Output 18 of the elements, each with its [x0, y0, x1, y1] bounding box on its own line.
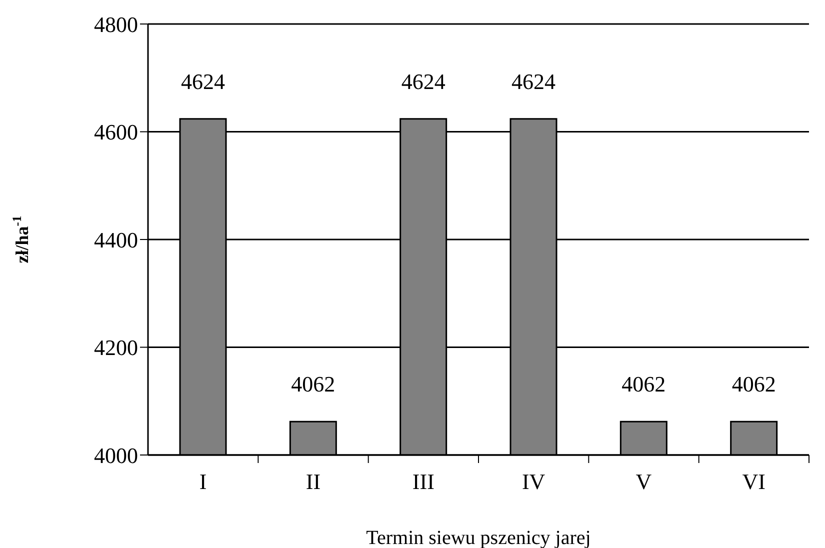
x-axis-title: Termin siewu pszenicy jarej — [366, 527, 591, 548]
y-tick-label: 4200 — [94, 335, 138, 360]
y-tick-label: 4600 — [94, 120, 138, 145]
x-tick-label: VI — [742, 469, 766, 494]
data-label: 4624 — [401, 68, 446, 94]
data-label: 4062 — [622, 372, 666, 397]
data-label: 4624 — [512, 68, 556, 94]
y-tick-label: 4800 — [94, 12, 138, 37]
x-tick-label: III — [412, 469, 434, 494]
x-tick-label: II — [306, 469, 321, 494]
x-tick-label: V — [636, 469, 652, 494]
data-label: 4062 — [291, 372, 336, 397]
data-label: 4624 — [181, 68, 225, 94]
x-tick-label: I — [199, 469, 207, 494]
y-tick-label: 4000 — [94, 442, 138, 468]
x-tick-label: IV — [522, 469, 546, 494]
y-tick-label: 4400 — [94, 227, 138, 252]
data-label: 4062 — [732, 372, 776, 397]
